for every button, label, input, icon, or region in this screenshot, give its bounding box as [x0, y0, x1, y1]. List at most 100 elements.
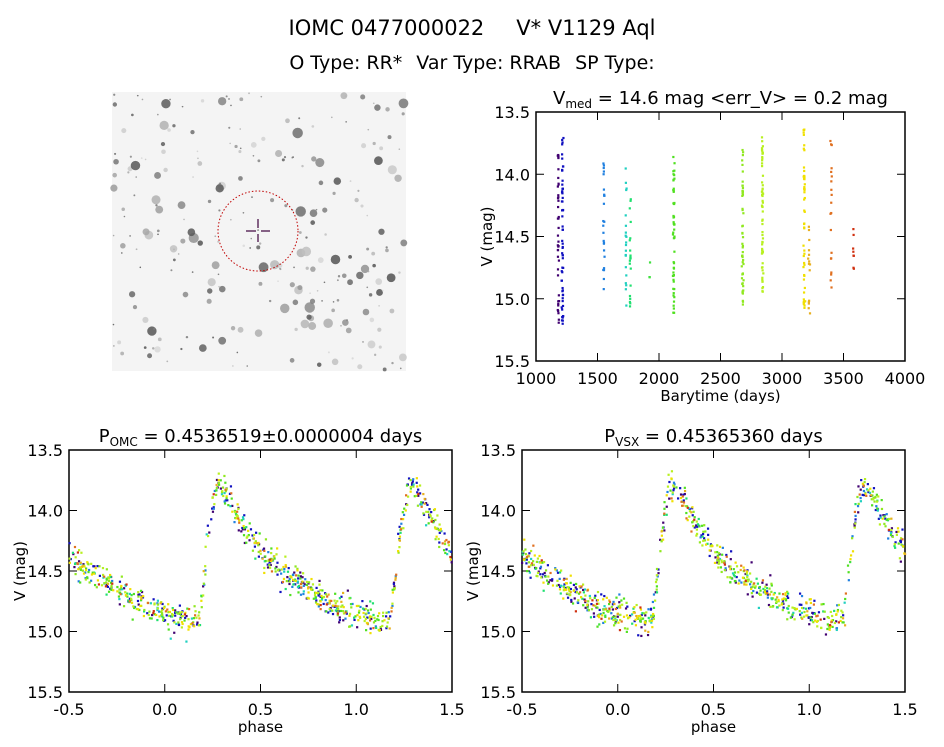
data-point — [584, 606, 587, 609]
star — [155, 205, 164, 214]
data-point — [276, 561, 279, 564]
data-point — [810, 619, 814, 622]
data-point — [116, 590, 119, 593]
data-point — [594, 604, 597, 608]
star — [135, 248, 138, 251]
data-point — [561, 190, 564, 193]
data-point — [685, 505, 688, 508]
data-point — [400, 517, 403, 521]
data-point — [284, 587, 287, 591]
data-point — [336, 614, 339, 617]
data-point — [128, 592, 131, 596]
data-point — [709, 545, 712, 548]
data-point — [421, 501, 425, 504]
data-point — [643, 612, 646, 615]
data-point — [721, 546, 724, 549]
data-point — [590, 602, 593, 606]
data-point — [586, 609, 589, 612]
data-point — [557, 217, 560, 220]
data-point — [167, 628, 170, 631]
data-point — [579, 591, 582, 594]
data-point — [786, 596, 790, 599]
data-point — [224, 499, 227, 502]
star — [366, 286, 369, 289]
data-point — [424, 502, 428, 505]
data-point — [692, 520, 695, 523]
star — [297, 285, 303, 291]
data-point — [628, 305, 632, 308]
data-point — [245, 526, 248, 529]
data-point — [673, 483, 676, 486]
data-point — [399, 528, 403, 531]
data-point — [156, 602, 159, 605]
data-point — [696, 523, 700, 526]
data-point — [707, 538, 710, 541]
data-point — [162, 619, 165, 622]
data-point — [569, 574, 572, 577]
data-point — [428, 508, 431, 511]
data-point — [557, 294, 560, 297]
data-point — [525, 562, 528, 565]
data-point — [557, 302, 560, 305]
data-point — [438, 541, 441, 544]
x-tick-label: 1500 — [577, 369, 618, 388]
figure-title: IOMC 0477000022 V* V1129 Aql — [0, 16, 944, 40]
data-point — [740, 277, 744, 280]
data-point — [830, 188, 833, 191]
x-tick-label: 1.0 — [797, 700, 822, 719]
data-point — [852, 227, 855, 231]
star — [369, 317, 375, 323]
data-point — [436, 514, 439, 517]
star — [152, 347, 155, 350]
data-point — [561, 299, 564, 303]
data-point — [766, 596, 769, 599]
data-point — [545, 579, 549, 582]
data-point — [640, 634, 643, 638]
data-point — [763, 590, 767, 594]
star — [323, 318, 333, 329]
data-point — [596, 625, 599, 628]
star — [230, 104, 232, 107]
data-point — [808, 299, 811, 302]
data-point — [180, 621, 184, 624]
data-point — [647, 608, 650, 611]
data-point — [885, 518, 888, 521]
star — [371, 251, 376, 256]
data-point — [398, 546, 401, 549]
data-point — [742, 279, 745, 282]
star — [368, 293, 373, 297]
data-point — [275, 565, 278, 569]
data-point — [378, 629, 381, 632]
star — [315, 158, 325, 168]
star — [196, 150, 199, 153]
data-point — [382, 614, 385, 618]
star — [367, 270, 370, 273]
data-point — [406, 503, 409, 507]
data-point — [394, 575, 397, 578]
data-point — [180, 626, 183, 629]
data-point — [561, 315, 565, 318]
data-point — [178, 604, 181, 607]
data-point — [536, 557, 540, 560]
star — [112, 172, 117, 178]
data-point — [632, 607, 635, 610]
data-point — [417, 488, 420, 491]
data-point — [143, 608, 146, 612]
data-point — [404, 509, 407, 512]
data-point — [629, 249, 632, 252]
star — [147, 326, 157, 336]
data-point — [799, 613, 802, 616]
data-point — [116, 585, 119, 589]
data-point — [724, 567, 727, 570]
data-point — [264, 555, 267, 558]
data-point — [354, 615, 357, 618]
data-point — [826, 623, 829, 626]
data-point — [433, 508, 437, 511]
data-point — [594, 594, 597, 597]
data-point — [192, 617, 196, 620]
data-point — [614, 622, 617, 625]
data-point — [166, 608, 169, 611]
data-point — [438, 523, 441, 526]
data-point — [830, 143, 833, 146]
data-point — [130, 597, 133, 600]
